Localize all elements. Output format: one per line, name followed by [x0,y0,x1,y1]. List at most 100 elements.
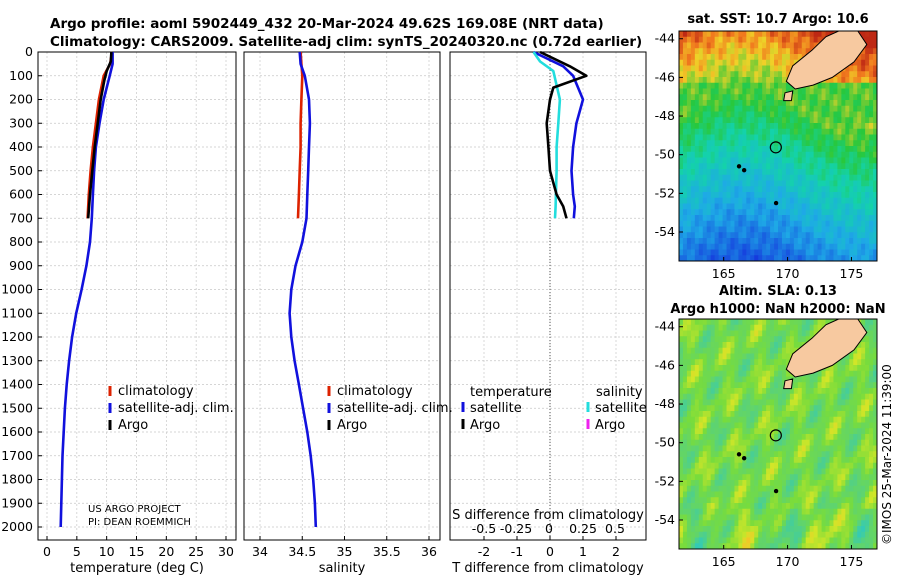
map-cell [833,422,838,429]
map-cell [714,134,719,141]
map-cell [833,169,838,176]
map-cell [738,468,743,475]
map-cell [750,468,755,475]
map-cell [714,105,719,112]
map-cell [742,238,747,245]
map-cell [817,422,822,429]
map-cell [726,209,731,216]
map-cell [698,531,704,538]
map-cell [837,370,842,377]
y-tick-label: 700 [9,210,33,225]
map-cell [726,146,731,153]
map-cell [813,209,818,216]
map-cell [801,503,807,510]
map-cell [809,255,815,262]
map-cell [865,457,870,464]
map-cell [781,134,787,141]
map-cell [813,319,818,326]
map-cell [845,94,850,101]
map-cell [801,249,807,256]
map-cell [730,117,735,124]
map-cell [754,526,759,533]
map-cell [805,376,811,383]
map-cell [734,249,739,256]
map-cell [821,393,826,400]
map-cell [679,203,684,210]
map-cell [706,128,712,135]
map-cell [789,238,795,245]
map-cell [789,192,795,199]
map-cell [679,422,684,429]
map-cell [742,209,747,216]
map-cell [766,388,771,395]
map-cell [734,77,739,84]
map-cell [809,117,815,124]
map-cell [817,180,822,187]
map-cell [785,445,791,452]
map-cell [770,220,775,227]
map-cell [801,422,807,429]
map-cell [730,514,735,521]
map-cell [746,249,751,256]
map-cell [726,232,731,239]
map-cell [861,526,866,533]
map-cell [754,370,759,377]
map-cell [770,485,775,492]
map-cell [686,388,692,395]
map-cell [679,134,684,141]
map-cell [734,382,739,389]
map-cell [865,255,870,262]
map-cell [778,36,783,43]
map-cell [770,480,775,487]
map-cell [833,365,838,372]
map-cell [845,382,850,389]
map-cell [853,243,858,250]
map-cell [710,399,716,406]
map-cell [679,445,684,452]
map-cell [706,65,712,72]
map-cell [698,180,704,187]
map-cell [797,226,803,233]
map-cell [805,186,811,193]
map-cell [869,439,874,446]
map-cell [742,365,747,372]
map-cell [734,365,739,372]
map-cell [754,105,759,112]
map-cell [770,157,775,164]
map-cell [742,65,747,72]
map-cell [869,220,874,227]
map-cell [789,445,795,452]
map-cell [742,428,747,435]
map-cell [778,105,783,112]
map-cell [837,117,842,124]
map-cell [730,226,735,233]
map-cell [785,174,791,181]
map-cell [853,422,858,429]
map-cell [805,474,811,481]
map-cell [778,457,783,464]
map-cell [758,347,763,354]
map-cell [738,42,743,49]
map-cell [829,388,834,395]
map-cell [762,503,767,510]
map-cell [825,203,830,210]
map-cell [789,462,795,469]
map-cell [722,226,727,233]
map-cell [679,157,684,164]
map-cell [841,180,846,187]
map-cell [813,514,818,521]
map-cell [742,226,747,233]
map-cell [825,169,830,176]
map-cell [738,474,743,481]
map-cell [829,88,834,95]
map-cell [754,111,759,118]
map-cell [837,220,842,227]
map-cell [746,347,751,354]
map-cell [873,497,878,504]
map-cell [801,411,807,418]
map-cell [801,330,807,337]
map-cell [849,468,854,475]
map-cell [758,531,763,538]
map-cell [686,180,692,187]
map-cell [801,531,807,538]
